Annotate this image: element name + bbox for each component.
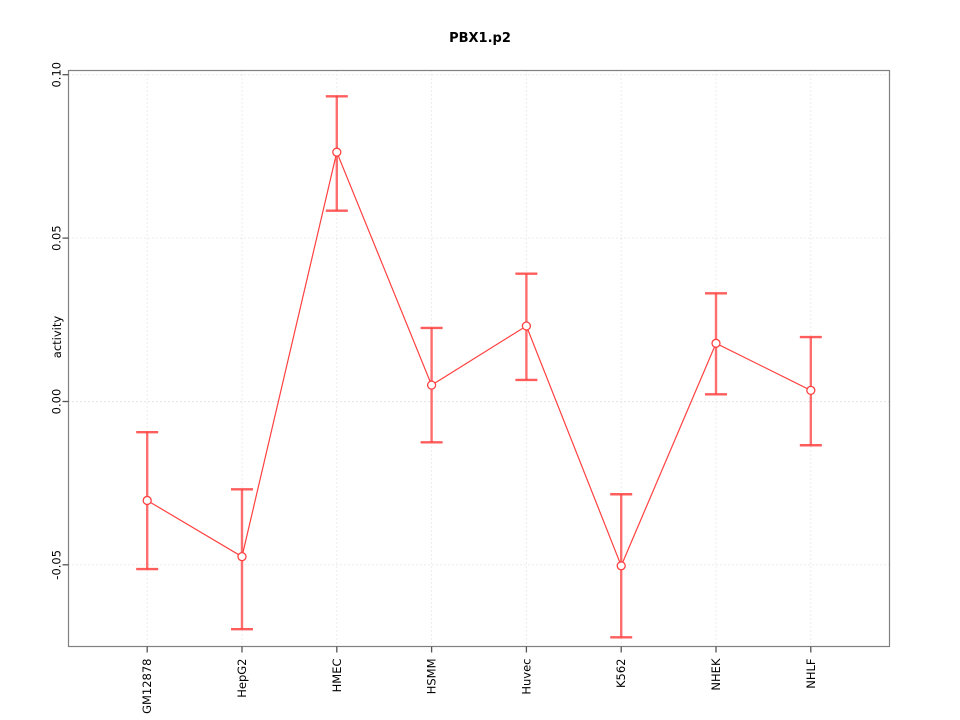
x-tick-label: Huvec bbox=[519, 659, 533, 695]
grid-layer bbox=[68, 70, 890, 647]
plot-frame-rect bbox=[67, 69, 891, 648]
y-axis: 0.10 0.05 0.00 -0.05 bbox=[50, 62, 69, 580]
x-tick-label: K562 bbox=[614, 659, 628, 689]
data-point-marker[interactable] bbox=[332, 147, 342, 157]
data-point-marker[interactable] bbox=[142, 495, 152, 506]
data-point-marker[interactable] bbox=[616, 561, 626, 571]
series-layer bbox=[136, 95, 822, 639]
data-point-marker[interactable] bbox=[711, 338, 721, 348]
data-point-marker[interactable] bbox=[237, 552, 247, 562]
x-tick-label: HSMM bbox=[425, 659, 439, 695]
series-line bbox=[146, 150, 812, 568]
data-point-marker[interactable] bbox=[521, 321, 532, 331]
data-point-marker[interactable] bbox=[426, 380, 437, 390]
x-tick-label: HepG2 bbox=[235, 659, 249, 698]
data-point-marker[interactable] bbox=[806, 385, 816, 396]
x-tick-label: NHLF bbox=[804, 659, 818, 689]
x-axis: GM12878 HepG2 HMEC HSMM Huvec K562 NHEK NHLF bbox=[140, 646, 818, 714]
y-tick-label: 0.10 bbox=[50, 62, 64, 88]
x-tick-label: NHEK bbox=[709, 658, 723, 691]
page-title: PBX1.p2 bbox=[449, 31, 511, 46]
y-tick-label: 0.05 bbox=[50, 225, 64, 251]
y-tick-label: -0.05 bbox=[50, 550, 64, 580]
x-tick-label: GM12878 bbox=[140, 659, 154, 714]
plot-frame bbox=[67, 69, 891, 648]
y-tick-label: 0.00 bbox=[50, 389, 64, 415]
x-tick-label: HMEC bbox=[330, 659, 344, 693]
